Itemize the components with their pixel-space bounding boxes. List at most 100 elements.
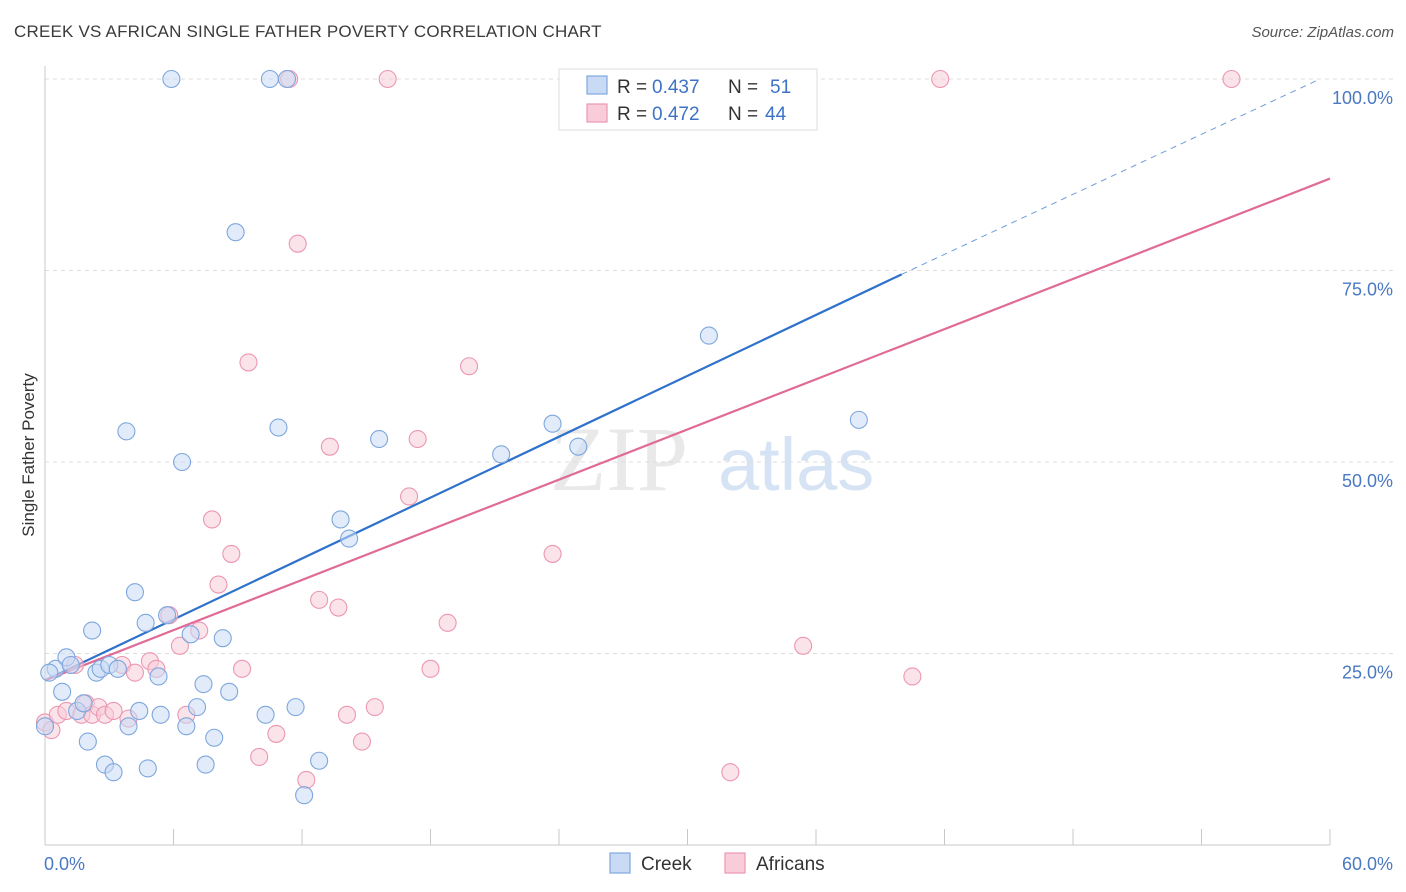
creek-point: [188, 698, 207, 717]
x-tick-label: 0.0%: [44, 854, 85, 874]
africans-point: [222, 544, 241, 563]
y-tick-label: 50.0%: [1342, 471, 1393, 491]
creek-point: [849, 410, 868, 429]
creek-point: [108, 659, 127, 678]
creek-point: [226, 223, 245, 242]
creek-point: [331, 510, 350, 529]
africans-point: [438, 613, 457, 632]
y-axis-label: Single Father Poverty: [19, 373, 38, 537]
africans-r-label: R =: [617, 104, 647, 125]
creek-point: [151, 705, 170, 724]
watermark-zip: ZIP: [550, 408, 688, 510]
y-tick-label: 100.0%: [1332, 88, 1393, 108]
y-tick-label: 25.0%: [1342, 663, 1393, 683]
creek-point: [149, 667, 168, 686]
creek-point: [220, 682, 239, 701]
creek-point: [138, 759, 157, 778]
creek-point: [162, 69, 181, 89]
creek-point: [35, 717, 55, 736]
creek-point: [61, 655, 80, 675]
africans-point: [1222, 69, 1241, 89]
creek-point: [130, 701, 149, 721]
africans-series-swatch: [724, 852, 746, 874]
creek-point: [177, 717, 196, 736]
africans-point: [329, 598, 348, 617]
creek-point: [158, 606, 177, 625]
creek-point: [295, 786, 314, 805]
creek-point: [194, 675, 213, 694]
africans-point: [794, 636, 813, 655]
creek-point: [205, 728, 224, 747]
africans-point: [203, 510, 222, 529]
creek-point: [277, 69, 297, 89]
africans-point: [250, 747, 269, 766]
creek-point: [310, 751, 329, 770]
creek-r-label: R =: [617, 77, 647, 98]
africans-point: [365, 698, 384, 717]
africans-n-label: N =: [728, 104, 758, 125]
creek-n-value: 51: [770, 77, 791, 98]
creek-point: [74, 694, 93, 713]
africans-point: [400, 487, 419, 506]
data-points: [35, 69, 1241, 805]
africans-n-value: 44: [765, 104, 787, 125]
watermark-atlas: atlas: [718, 423, 874, 506]
creek-trend-extension: [901, 78, 1321, 275]
creek-series-label: Creek: [641, 854, 692, 875]
creek-point: [117, 422, 136, 441]
trend-lines: [44, 78, 1331, 682]
africans-point: [125, 663, 144, 682]
creek-point: [104, 763, 123, 782]
creek-point: [269, 418, 288, 437]
creek-point: [213, 629, 232, 648]
creek-point: [286, 698, 305, 717]
africans-point: [104, 701, 123, 721]
creek-n-label: N =: [728, 77, 758, 98]
creek-series-swatch: [609, 852, 631, 874]
creek-point: [256, 705, 275, 724]
africans-point: [209, 575, 228, 594]
africans-point: [310, 590, 329, 609]
africans-trend-line: [44, 177, 1331, 682]
africans-point: [352, 732, 372, 751]
africans-series-label: Africans: [756, 854, 825, 875]
tick-labels: 25.0% 50.0% 75.0% 100.0% 0.0% 60.0%: [44, 88, 1393, 874]
africans-point: [903, 667, 922, 686]
creek-point: [173, 452, 192, 472]
creek-point: [53, 682, 72, 701]
africans-point: [267, 724, 286, 743]
africans-point: [320, 437, 339, 456]
source-credit: Source: ZipAtlas.com: [1251, 24, 1394, 41]
creek-point: [340, 529, 359, 548]
creek-point: [119, 717, 138, 736]
africans-r-value: 0.472: [652, 104, 700, 125]
africans-point: [232, 659, 252, 678]
creek-point: [260, 69, 279, 89]
africans-point: [239, 353, 258, 372]
africans-point: [721, 763, 740, 782]
creek-point: [125, 583, 144, 602]
africans-point: [421, 659, 440, 678]
creek-point: [543, 414, 562, 433]
creek-point: [699, 326, 718, 345]
creek-point: [569, 437, 588, 456]
page-title: CREEK VS AFRICAN SINGLE FATHER POVERTY C…: [14, 22, 602, 41]
stats-legend: R = 0.437 N = 51 R = 0.472 N = 44: [558, 68, 818, 131]
africans-point: [297, 770, 316, 789]
creek-point: [83, 621, 102, 640]
africans-point: [378, 69, 397, 89]
creek-legend-swatch: [586, 75, 608, 95]
creek-point: [181, 625, 200, 644]
africans-point: [170, 636, 189, 655]
creek-point: [370, 429, 389, 449]
africans-point: [288, 234, 307, 253]
creek-r-value: 0.437: [652, 77, 700, 98]
africans-point: [543, 544, 562, 563]
creek-point: [40, 663, 59, 682]
africans-point: [337, 705, 357, 724]
y-tick-label: 75.0%: [1342, 280, 1393, 300]
africans-point: [408, 429, 427, 449]
africans-point: [459, 357, 479, 376]
x-tick-label: 60.0%: [1342, 854, 1393, 874]
